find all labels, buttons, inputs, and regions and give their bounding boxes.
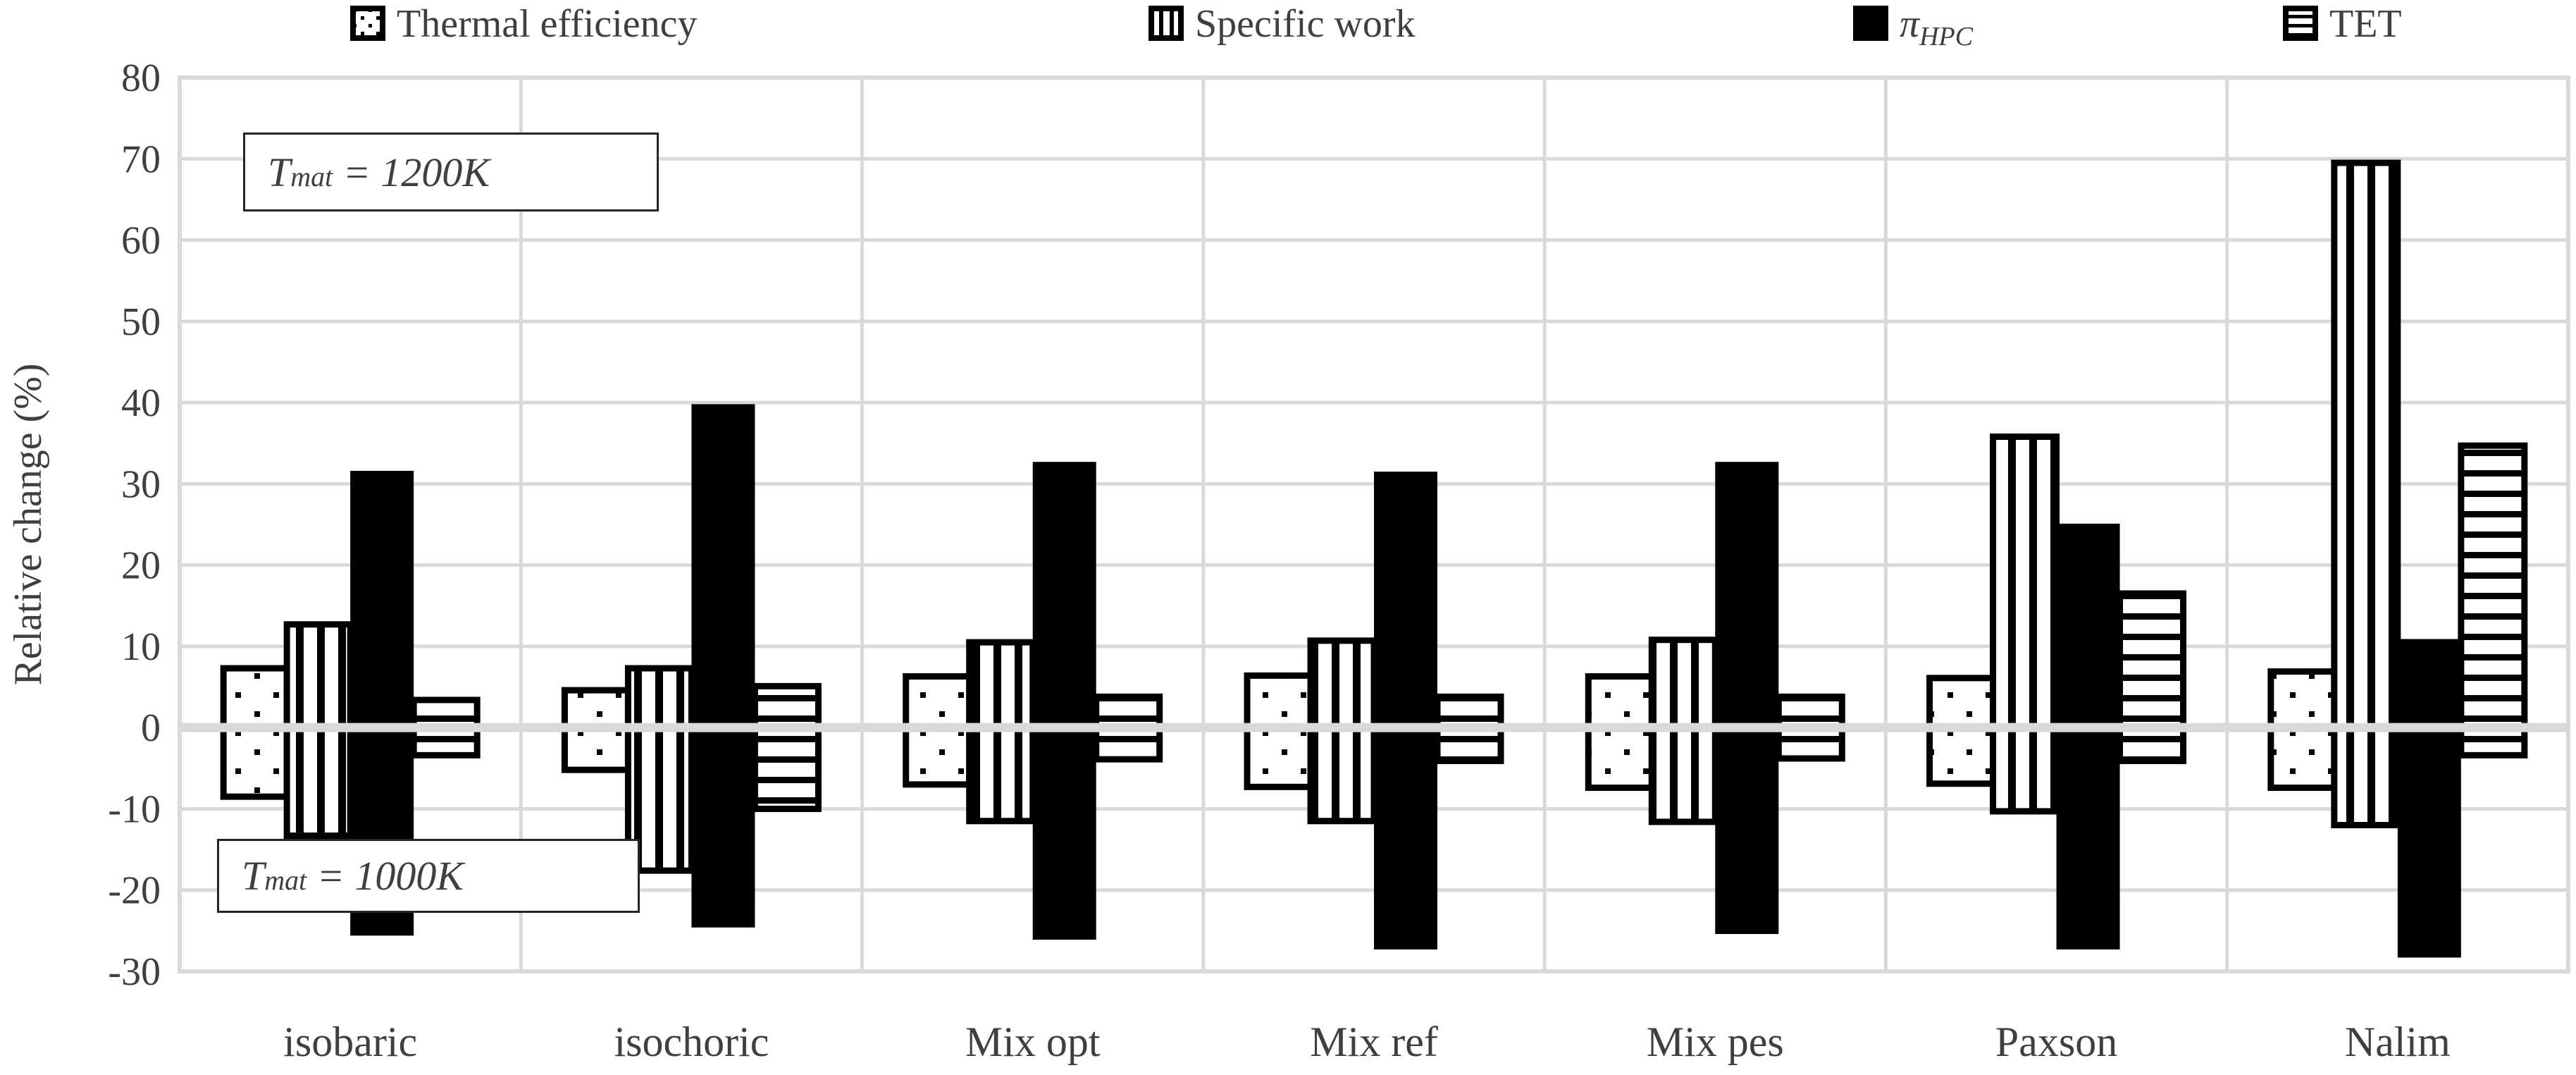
bar-neg-vstripes-Mix ref <box>1307 724 1377 825</box>
legend-label: πHPC <box>1900 2 1974 52</box>
bar-pos-hstripes-Mix pes <box>1775 693 1845 731</box>
x-category-labels: isobaric isochoric Mix opt Mix ref Mix pes Pa… <box>283 1019 2451 1065</box>
bar-neg-dots-Nalim <box>2267 724 2338 791</box>
x-category-label: Mix ref <box>1310 1019 1438 1065</box>
legend-label: Specific work <box>1195 2 1416 46</box>
bar-neg-vstripes-isobaric <box>283 724 354 839</box>
bar-pos-vstripes-Nalim <box>2331 159 2401 731</box>
annotation-text: = 1000K <box>306 853 464 899</box>
bar-pos-vstripes-Mix opt <box>966 639 1036 731</box>
y-tick-label: -30 <box>108 950 161 994</box>
legend-label: TET <box>2329 2 2402 46</box>
bar-solid-Nalim <box>2397 639 2461 958</box>
bar-pos-dots-isobaric <box>220 665 290 731</box>
tet-swatch-icon <box>2283 6 2318 41</box>
bar-pos-dots-isochoric <box>561 687 631 731</box>
x-category-label: isochoric <box>614 1019 769 1065</box>
y-tick-label: 60 <box>121 219 161 263</box>
bar-neg-vstripes-Nalim <box>2331 724 2401 829</box>
bar-solid-Mix pes <box>1715 462 1779 934</box>
y-axis-title: Relative change (%) <box>6 363 50 685</box>
y-tick-label: 0 <box>141 706 161 750</box>
bar-solid-Mix ref <box>1374 472 1437 950</box>
bar-neg-dots-Mix ref <box>1244 724 1314 790</box>
bar-pos-vstripes-isochoric <box>624 665 695 731</box>
legend-item-specific-work: Specific work <box>1148 4 1416 44</box>
bar-neg-hstripes-Paxson <box>2117 724 2187 764</box>
y-tick-label: 50 <box>121 300 161 344</box>
bar-pos-hstripes-Nalim <box>2458 442 2528 731</box>
plot-border <box>178 75 2570 973</box>
x-category-label: Mix pes <box>1647 1019 1784 1065</box>
bar-pos-dots-Mix ref <box>1244 672 1314 731</box>
thermal-efficiency-swatch-icon <box>350 6 385 41</box>
bar-pos-dots-Paxson <box>1926 675 1997 731</box>
y-tick-label: 30 <box>121 462 161 506</box>
annotation-subscript: mat <box>264 864 307 896</box>
bar-neg-hstripes-Mix ref <box>1434 724 1504 764</box>
y-tick-label: -20 <box>108 869 161 913</box>
y-tick-label: 20 <box>121 544 161 588</box>
bar-neg-hstripes-Mix pes <box>1775 724 1845 762</box>
bar-solid-Mix opt <box>1032 462 1096 940</box>
x-category-label: Mix opt <box>965 1019 1101 1065</box>
x-category-label: isobaric <box>283 1019 417 1065</box>
annotation-text: T <box>268 149 291 195</box>
bar-pos-vstripes-Mix ref <box>1307 637 1377 731</box>
legend-label: Thermal efficiency <box>397 2 698 46</box>
bar-neg-vstripes-Mix pes <box>1648 724 1719 825</box>
bar-pos-hstripes-Mix ref <box>1434 693 1504 731</box>
bar-neg-dots-isobaric <box>220 724 290 800</box>
bar-neg-vstripes-Mix opt <box>966 724 1036 825</box>
bar-pos-vstripes-isobaric <box>283 621 354 731</box>
bar-pos-vstripes-Paxson <box>1990 434 2060 731</box>
y-tick-label: 40 <box>121 381 161 425</box>
bar-neg-dots-Paxson <box>1926 724 1997 787</box>
bar-pos-dots-Mix pes <box>1585 673 1655 731</box>
legend-item-pi-hpc: πHPC <box>1853 4 1973 56</box>
bar-neg-hstripes-isochoric <box>751 724 822 812</box>
y-tick-label: 10 <box>121 625 161 669</box>
bar-pos-dots-Mix opt <box>903 673 973 731</box>
bar-neg-dots-Mix opt <box>903 724 973 788</box>
y-tick-label: 70 <box>121 137 161 181</box>
bar-pos-hstripes-Paxson <box>2117 590 2187 731</box>
y-tick-labels: 80 70 60 50 40 30 20 10 0 -10 -20 -30 <box>108 56 161 994</box>
bar-solid-isochoric <box>691 404 755 928</box>
x-category-label: Nalim <box>2345 1019 2451 1065</box>
bar-neg-vstripes-Paxson <box>1990 724 2060 815</box>
bar-pos-hstripes-Mix opt <box>1093 693 1163 731</box>
bar-solid-Paxson <box>2056 523 2120 950</box>
bar-neg-hstripes-Mix opt <box>1093 724 1163 763</box>
annotation-text: T <box>242 853 265 899</box>
bars <box>220 159 2528 958</box>
specific-work-swatch-icon <box>1148 6 1184 41</box>
annotation-text: = 1200K <box>333 149 490 195</box>
annotation-subscript: mat <box>290 160 333 192</box>
legend-item-tet: TET <box>2283 4 2402 44</box>
bar-neg-dots-Mix pes <box>1585 724 1655 791</box>
bar-pos-vstripes-Mix pes <box>1648 637 1719 731</box>
x-category-label: Paxson <box>1995 1019 2117 1065</box>
y-tick-label: 80 <box>121 56 161 100</box>
pi-hpc-swatch-icon <box>1853 6 1888 41</box>
y-tick-label: -10 <box>108 787 161 831</box>
bar-neg-dots-isochoric <box>561 724 631 773</box>
legend-item-thermal-efficiency: Thermal efficiency <box>350 4 698 44</box>
bar-pos-dots-Nalim <box>2267 668 2338 731</box>
bar-pos-hstripes-isochoric <box>751 682 822 731</box>
